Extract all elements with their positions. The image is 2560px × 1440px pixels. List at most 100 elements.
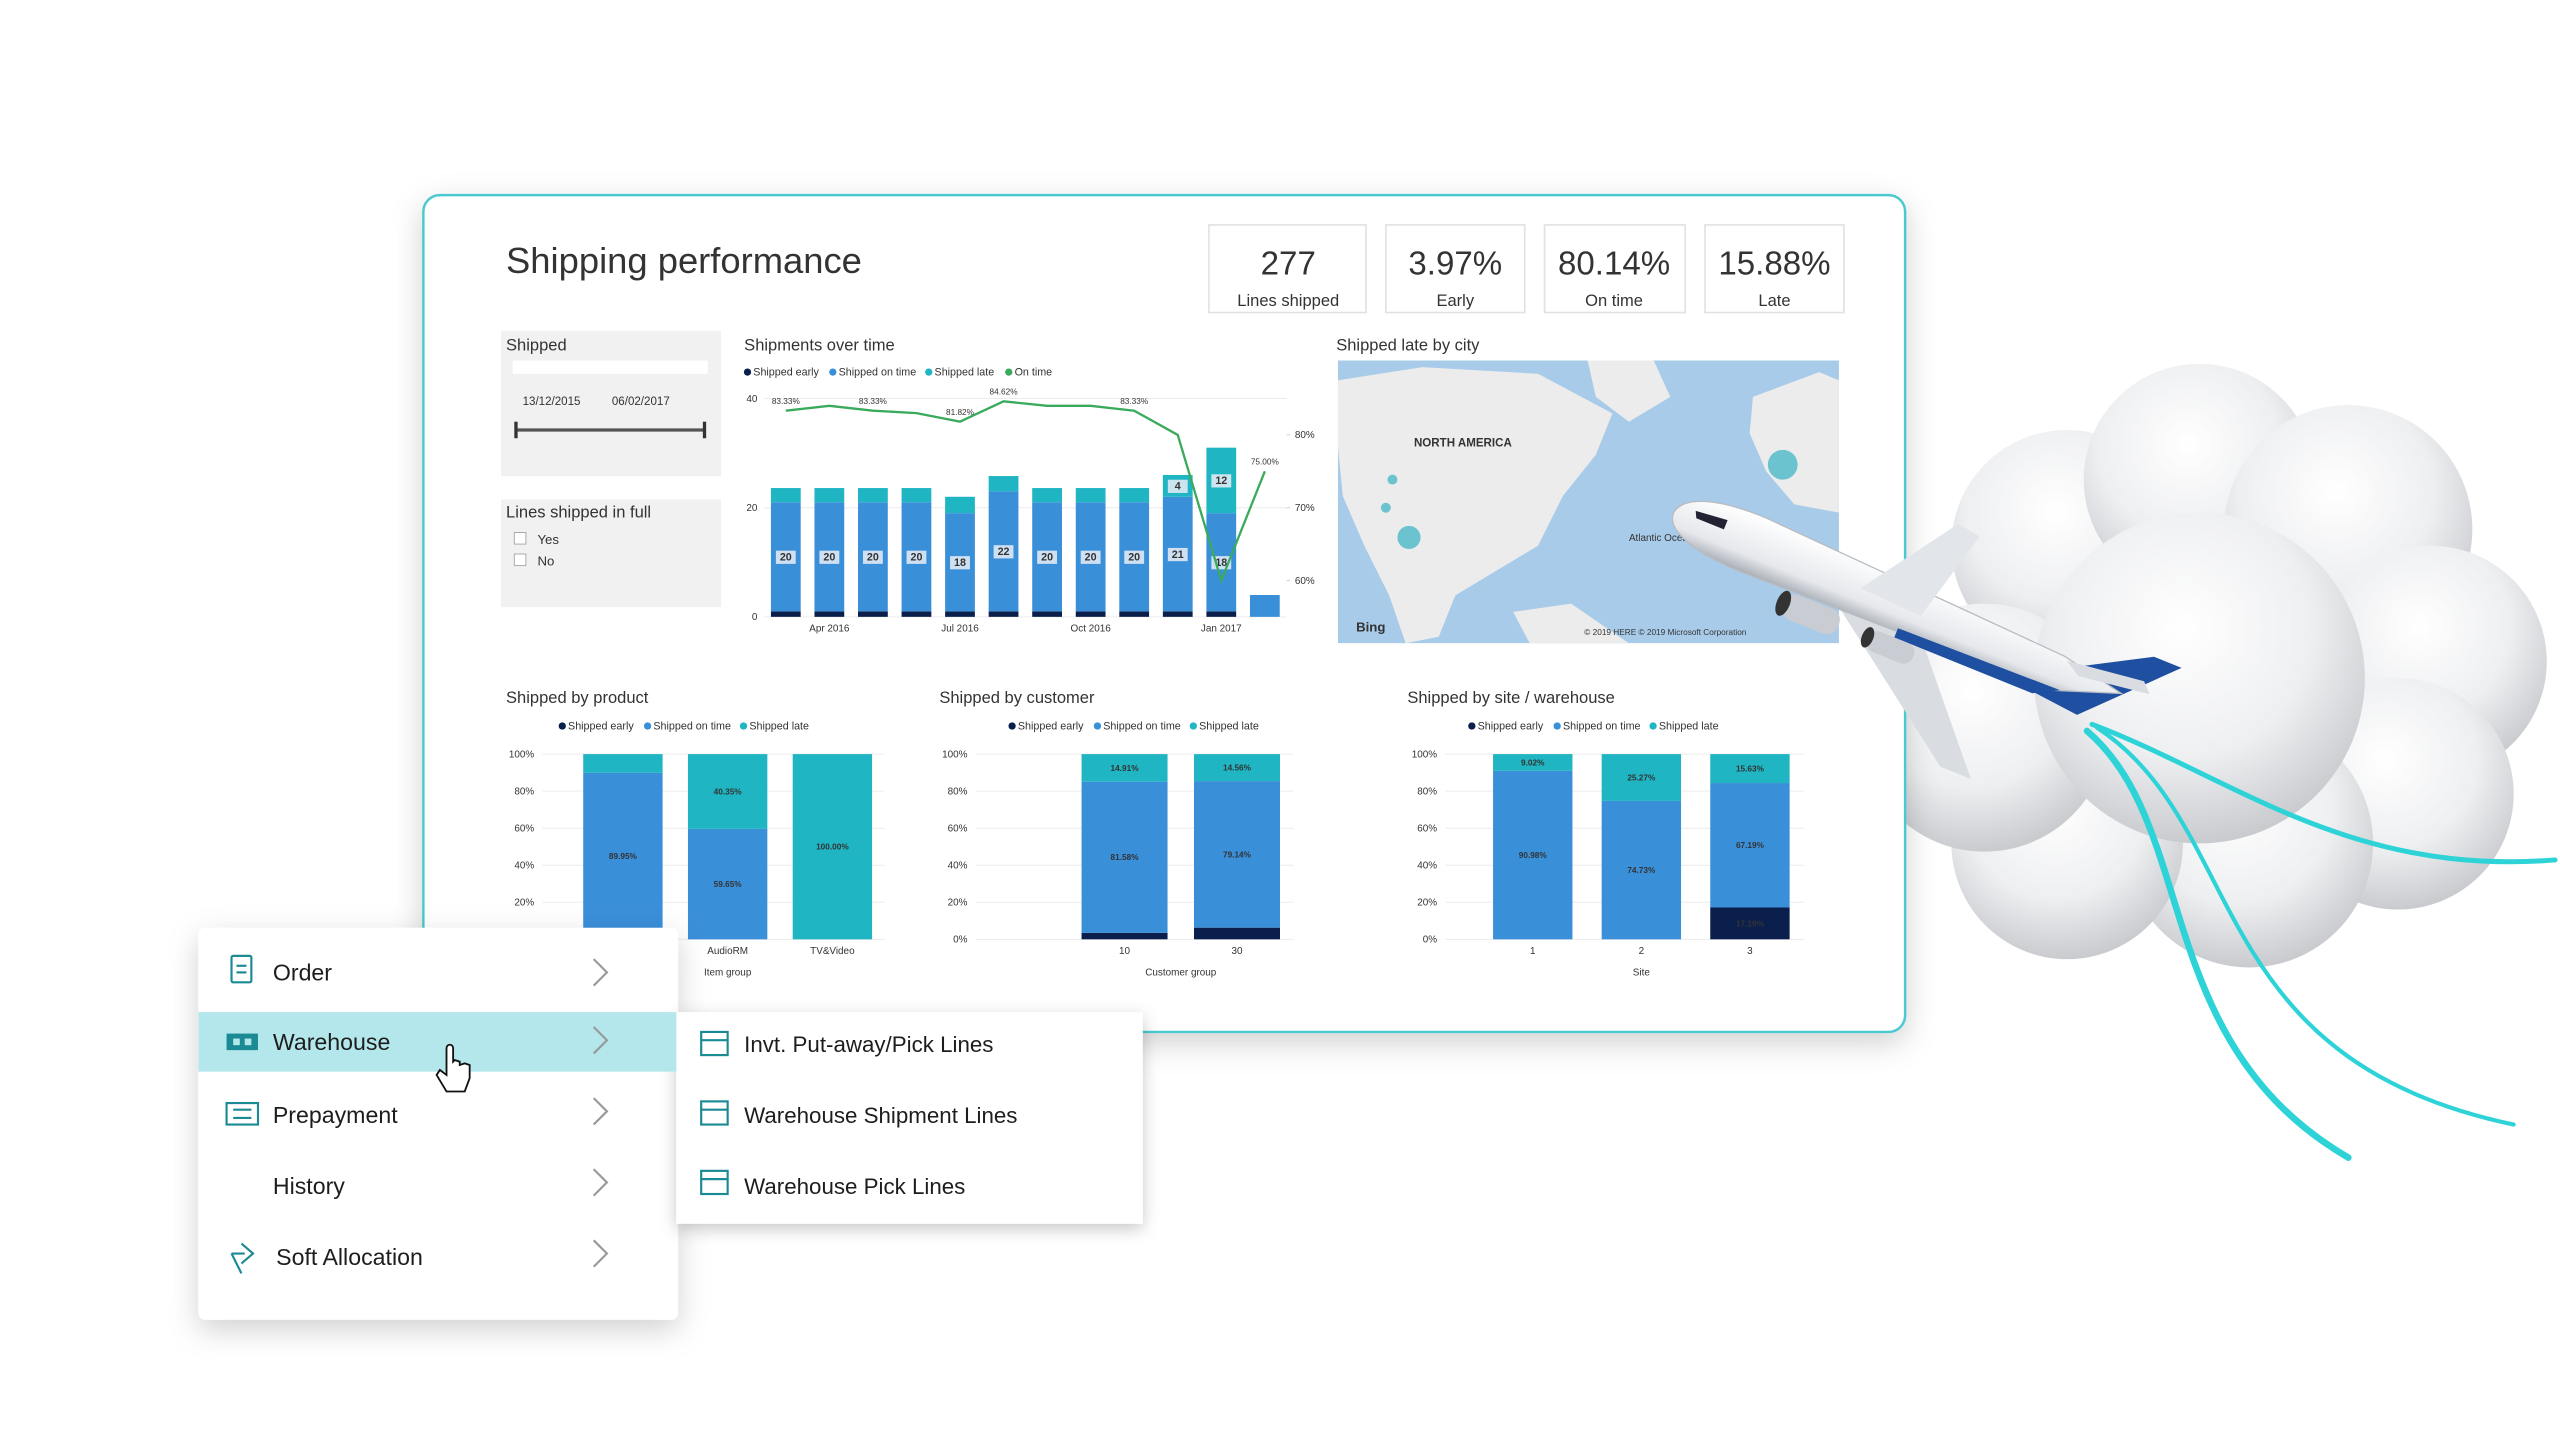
legend-swatch	[925, 368, 933, 376]
map-bubble	[1767, 449, 1798, 480]
data-label-box	[993, 545, 1014, 559]
legend-label: Shipped late	[749, 720, 809, 732]
data-label: 90.98%	[1519, 851, 1548, 860]
kpi-card	[1704, 224, 1845, 314]
menu-item[interactable]: Order	[230, 954, 609, 987]
charts: Shipments over time Shipped early Shipped …	[506, 336, 1805, 979]
bar-segment	[687, 828, 768, 940]
data-label: 14.56%	[1223, 763, 1252, 772]
y-tick-label: 80%	[514, 786, 534, 797]
bar-segment	[1081, 754, 1168, 782]
bar-segment	[988, 476, 1019, 492]
bar-segment	[945, 496, 975, 514]
checkbox[interactable]	[513, 553, 527, 567]
data-label: 9.02%	[1521, 758, 1545, 767]
data-label-box	[1167, 479, 1188, 493]
data-label: 79.14%	[1223, 850, 1252, 859]
legend-swatch	[1093, 722, 1102, 730]
y-tick-label: 60%	[514, 824, 534, 835]
map-label: NORTH AMERICA	[1414, 438, 1512, 450]
line-label: 84.62%	[990, 388, 1019, 397]
data-label: 12	[1215, 475, 1227, 487]
map-bubble	[1380, 502, 1391, 513]
submenu-panel	[676, 1012, 1143, 1224]
data-label: 22	[998, 546, 1010, 558]
legend-label: Shipped on time	[1563, 720, 1641, 732]
bar-segment	[1710, 783, 1790, 908]
kpi-card	[1543, 224, 1686, 314]
x-tick-label: AudioRM	[707, 946, 748, 957]
menu-item[interactable]: History	[273, 1168, 609, 1199]
checkbox[interactable]	[513, 532, 527, 545]
x-tick-label: 30	[1231, 946, 1243, 957]
data-label-box	[1037, 550, 1058, 564]
map-land	[1749, 372, 1839, 513]
x-tick-label: Apr 2016	[809, 624, 850, 635]
data-label: 89.95%	[609, 852, 638, 861]
bar-segment	[1601, 754, 1682, 801]
data-label: 20	[823, 552, 835, 564]
menu-panel	[198, 927, 679, 1320]
airplane	[1671, 500, 2182, 779]
data-label: 81.58%	[1111, 853, 1140, 862]
bar-segment	[1032, 488, 1062, 503]
bar-segment	[901, 488, 932, 503]
bar-segment	[583, 772, 663, 940]
bar-segment	[770, 611, 801, 617]
data-label: 74.73%	[1627, 866, 1656, 875]
submenu-item[interactable]: Warehouse Pick Lines	[700, 1169, 965, 1199]
data-label: 40.35%	[714, 787, 743, 796]
menu-label: Warehouse	[273, 1029, 390, 1055]
bar-segment	[1194, 754, 1280, 782]
bar-segment	[1249, 595, 1280, 617]
line-label: 83.33%	[859, 397, 888, 406]
data-label: 14.91%	[1111, 764, 1140, 773]
menu-item[interactable]: Soft Allocation	[230, 1239, 609, 1274]
y-tick-label: 60%	[1417, 824, 1437, 835]
menu-item[interactable]: Prepayment	[225, 1097, 609, 1128]
y-tick-label: 100%	[942, 749, 968, 760]
menu-label: Soft Allocation	[276, 1244, 423, 1270]
bar-segment	[988, 611, 1019, 617]
legend-label: Shipped early	[753, 366, 819, 378]
cursor	[435, 1043, 471, 1093]
data-label: 100.00%	[816, 843, 849, 852]
legend-swatch	[1468, 722, 1476, 730]
x-tick-label: Jul 2016	[941, 624, 979, 635]
bar-segment	[1493, 754, 1573, 771]
submenu-item[interactable]: Invt. Put-away/Pick Lines	[700, 1030, 993, 1057]
data-label-box	[819, 550, 840, 564]
date-filter[interactable]: Shipped 13/12/2015 06/02/2017	[501, 330, 722, 477]
bar-segment	[1493, 770, 1573, 940]
legend-label: Shipped on time	[839, 366, 917, 378]
y-tick-label: 40%	[514, 861, 534, 872]
bar-segment	[1081, 932, 1168, 940]
bar-segment	[1081, 781, 1168, 933]
data-label: 4	[1175, 481, 1181, 493]
y2-tick-label: 70%	[1295, 503, 1315, 514]
menu-item[interactable]: Warehouse	[226, 1026, 609, 1055]
y-tick-label: 0%	[1423, 935, 1438, 946]
data-label-box	[775, 550, 796, 564]
data-label: 20	[1128, 552, 1140, 564]
in-full-filter[interactable]: Lines shipped in full Yes No	[501, 499, 722, 607]
data-label-box	[906, 550, 927, 564]
submenu-label: Warehouse Pick Lines	[744, 1174, 965, 1199]
chart-title: Shipped by product	[506, 688, 649, 707]
legend-label: Shipped early	[1018, 720, 1084, 732]
data-label: 21	[1172, 549, 1184, 561]
submenu-item[interactable]: Warehouse Shipment Lines	[700, 1100, 1017, 1128]
data-label: 20	[1041, 552, 1053, 564]
bar-segment	[1206, 611, 1237, 617]
bar-segment	[814, 488, 845, 503]
y-tick-label: 20%	[948, 898, 968, 909]
legend-swatch	[1649, 722, 1657, 730]
chart-title: Shipped by customer	[939, 688, 1095, 707]
bar-segment	[1075, 488, 1106, 503]
legend-swatch	[1553, 722, 1561, 730]
kpi-card	[1208, 224, 1367, 314]
data-label-box	[1211, 474, 1232, 488]
kpi-label: On time	[1585, 291, 1643, 310]
legend-label: Shipped late	[935, 366, 995, 378]
legend-swatch	[739, 722, 748, 730]
